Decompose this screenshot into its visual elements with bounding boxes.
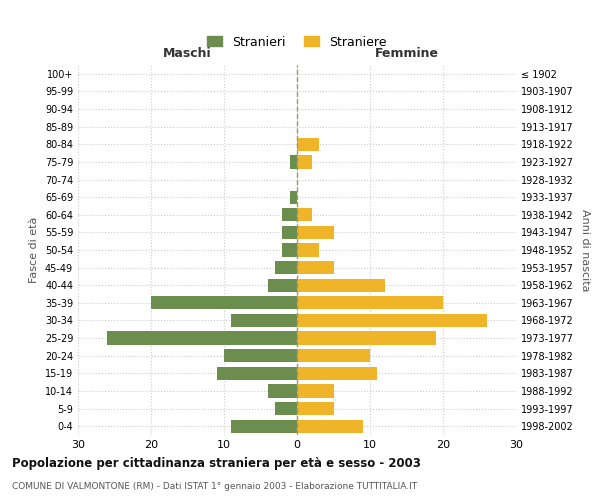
Text: Popolazione per cittadinanza straniera per età e sesso - 2003: Popolazione per cittadinanza straniera p… bbox=[12, 458, 421, 470]
Bar bbox=[268, 278, 297, 292]
Bar bbox=[224, 349, 297, 362]
Bar bbox=[283, 226, 297, 239]
Bar bbox=[217, 366, 297, 380]
Text: Maschi: Maschi bbox=[163, 46, 212, 60]
Legend: Stranieri, Straniere: Stranieri, Straniere bbox=[202, 30, 392, 54]
Bar bbox=[297, 138, 319, 151]
Bar bbox=[232, 420, 297, 433]
Bar bbox=[297, 366, 377, 380]
Bar bbox=[297, 349, 370, 362]
Bar bbox=[151, 296, 297, 310]
Bar bbox=[275, 261, 297, 274]
Bar bbox=[297, 384, 334, 398]
Bar bbox=[297, 402, 334, 415]
Bar bbox=[297, 156, 311, 168]
Bar bbox=[297, 278, 385, 292]
Text: Femmine: Femmine bbox=[374, 46, 439, 60]
Bar bbox=[297, 296, 443, 310]
Bar bbox=[232, 314, 297, 327]
Bar bbox=[283, 244, 297, 256]
Bar bbox=[297, 208, 311, 222]
Bar bbox=[297, 261, 334, 274]
Bar bbox=[297, 420, 362, 433]
Bar bbox=[297, 226, 334, 239]
Bar bbox=[297, 314, 487, 327]
Text: COMUNE DI VALMONTONE (RM) - Dati ISTAT 1° gennaio 2003 - Elaborazione TUTTITALIA: COMUNE DI VALMONTONE (RM) - Dati ISTAT 1… bbox=[12, 482, 417, 491]
Y-axis label: Anni di nascita: Anni di nascita bbox=[580, 209, 590, 291]
Bar bbox=[283, 208, 297, 222]
Bar bbox=[297, 332, 436, 344]
Y-axis label: Fasce di età: Fasce di età bbox=[29, 217, 39, 283]
Bar bbox=[275, 402, 297, 415]
Bar bbox=[107, 332, 297, 344]
Bar bbox=[268, 384, 297, 398]
Bar bbox=[290, 190, 297, 204]
Bar bbox=[290, 156, 297, 168]
Bar bbox=[297, 244, 319, 256]
